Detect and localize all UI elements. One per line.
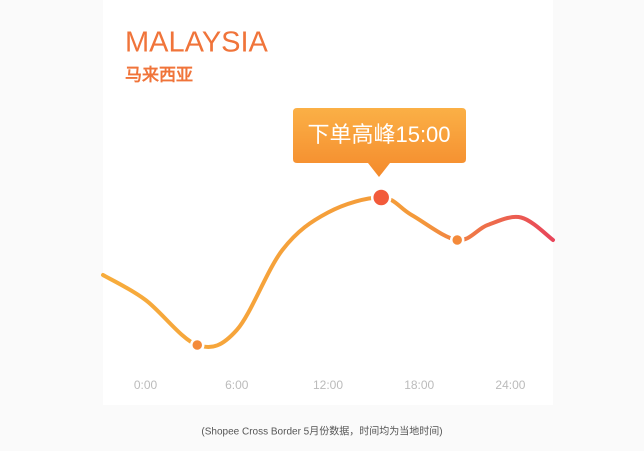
x-tick-label: 18:00 (404, 378, 434, 392)
x-tick-label: 6:00 (225, 378, 249, 392)
tooltip-box (293, 108, 466, 177)
chart-title: MALAYSIA (125, 27, 269, 59)
point-marker (190, 337, 205, 353)
card (103, 0, 553, 405)
x-tick-label: 24:00 (495, 378, 525, 392)
caption: (Shopee Cross Border 5月份数据，时间均为当地时间) (201, 425, 442, 438)
x-tick-label: 12:00 (313, 378, 343, 392)
annotation: 下单高峰15:00 (307, 122, 450, 147)
chart-subtitle: 马来西亚 (125, 64, 193, 84)
point-marker (449, 232, 465, 248)
peak-marker (370, 187, 392, 208)
x-tick-label: 0:00 (134, 378, 158, 392)
tooltip: 下单高峰15:00 (293, 108, 466, 177)
